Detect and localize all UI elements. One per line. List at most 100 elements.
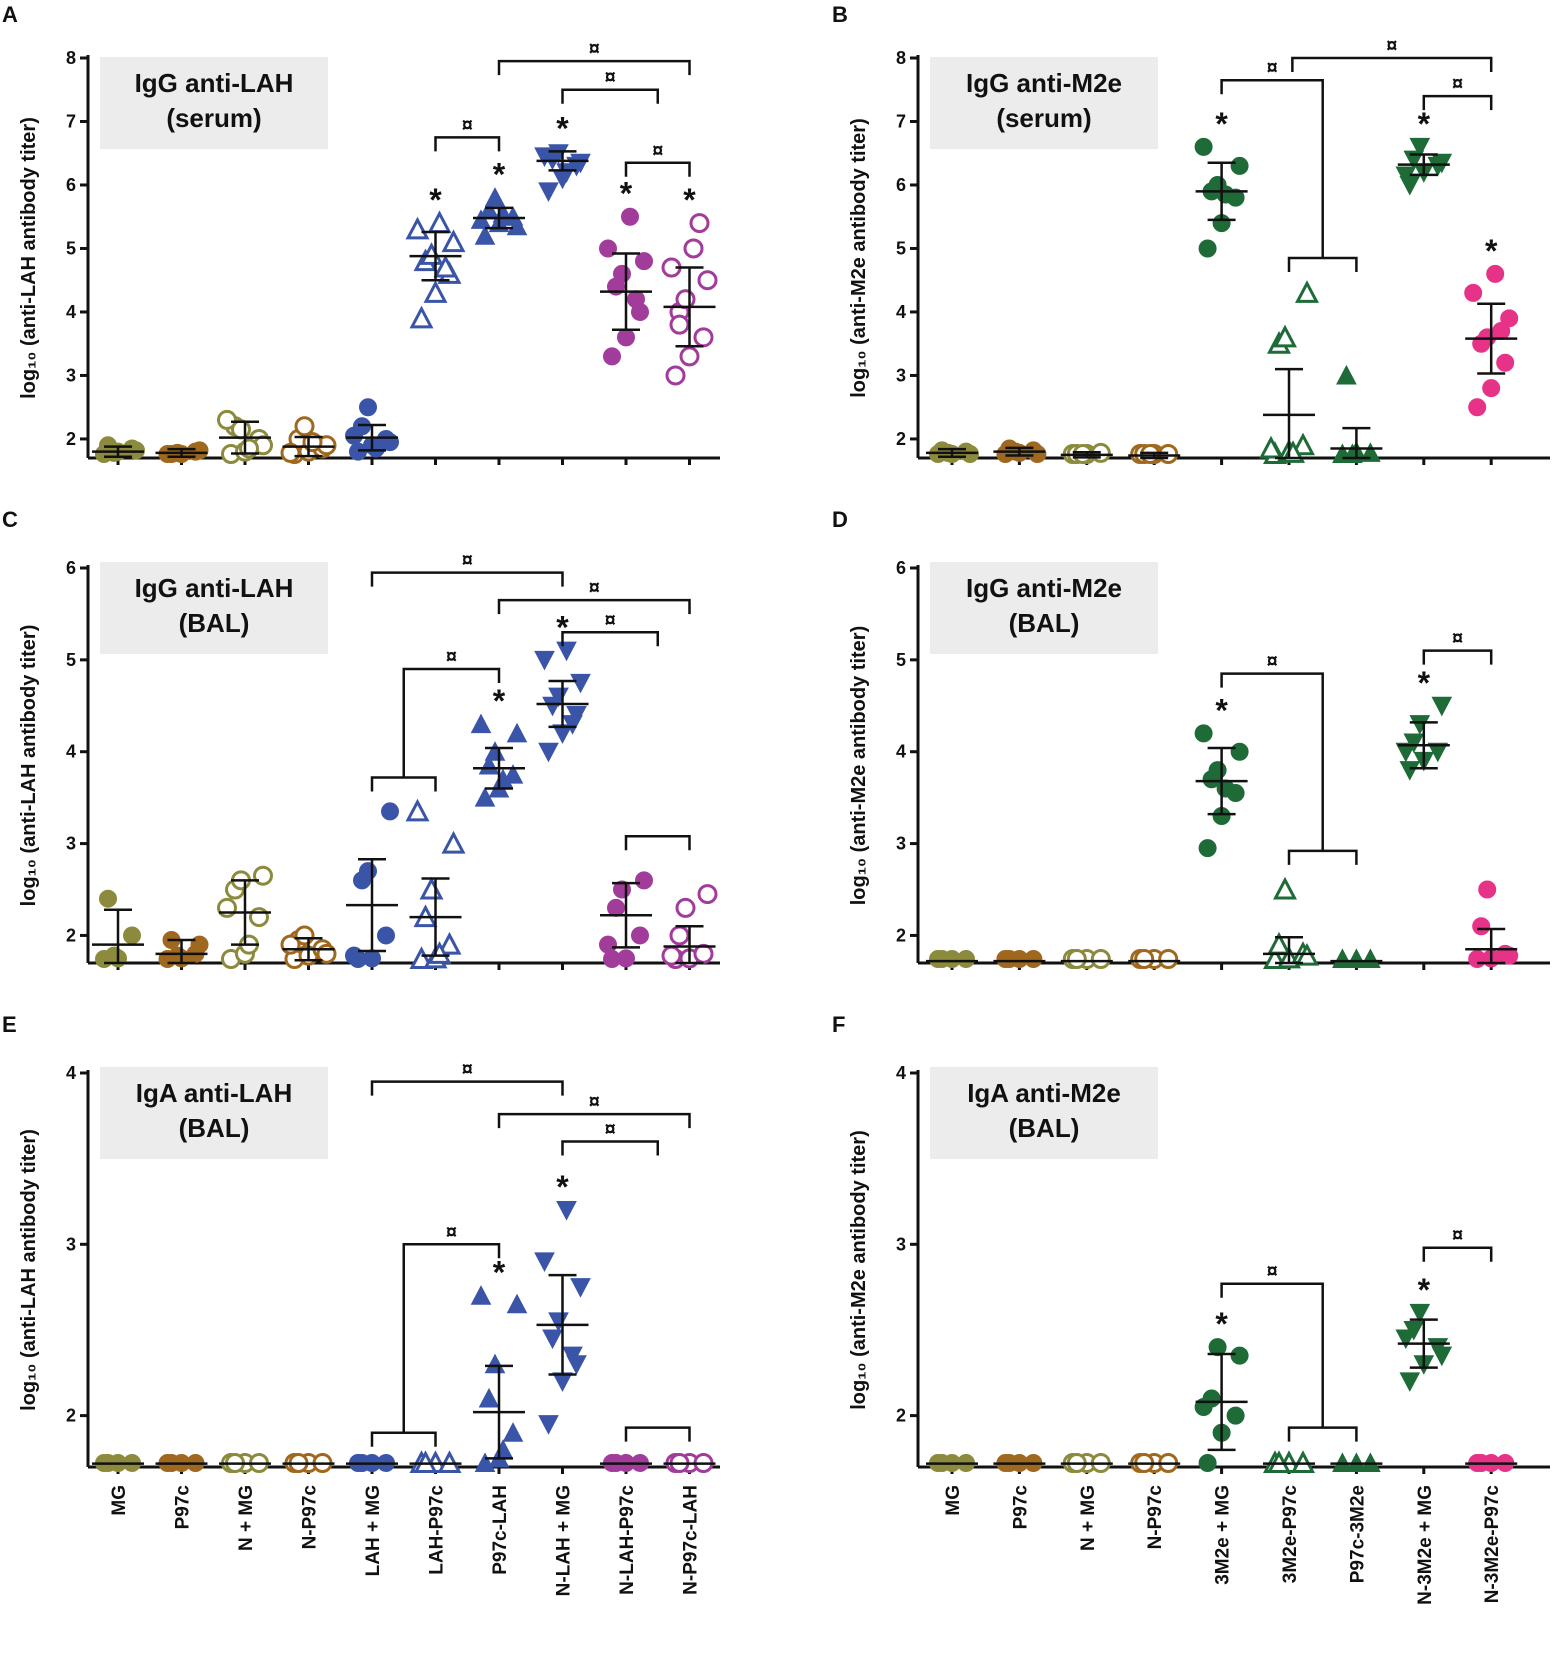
data-point <box>1486 264 1505 283</box>
significance-bracket <box>1422 94 1493 111</box>
bracket-symbol: ¤ <box>1267 57 1278 79</box>
x-category-label: N-3M2e + MG <box>1415 1485 1436 1605</box>
significance-star: * <box>429 182 442 218</box>
data-point <box>1399 1372 1421 1392</box>
x-category-label: P97c-LAH <box>490 1485 511 1575</box>
x-category-label: 3M2e-P97c <box>1280 1485 1301 1584</box>
data-point <box>1230 156 1249 175</box>
bracket-symbol: ¤ <box>589 1091 600 1113</box>
data-point <box>1230 1346 1249 1365</box>
data-point <box>562 1346 583 1367</box>
bracket-symbol: ¤ <box>446 1221 457 1243</box>
significance-star: * <box>620 176 633 212</box>
data-point <box>1336 364 1357 385</box>
x-category-label: MG <box>109 1485 130 1516</box>
data-point <box>217 897 237 918</box>
data-point <box>409 946 434 969</box>
chart-title-line: IgG anti-M2e <box>966 573 1122 603</box>
y-tick-label: 3 <box>66 1234 76 1254</box>
significance-star: * <box>1418 665 1431 701</box>
data-point <box>683 238 704 259</box>
data-point <box>570 673 591 694</box>
data-point <box>665 365 686 386</box>
data-point <box>470 713 492 734</box>
data-point <box>1472 917 1491 936</box>
data-point <box>419 876 444 900</box>
significance-bracket <box>370 1431 437 1447</box>
bracket-symbol: ¤ <box>1452 73 1463 95</box>
data-point <box>217 409 237 430</box>
significance-star: * <box>1215 106 1228 142</box>
significance-bracket <box>497 598 691 615</box>
data-point <box>570 1278 591 1298</box>
data-point <box>478 1387 500 1408</box>
data-point <box>441 229 466 253</box>
data-point <box>105 946 123 965</box>
data-point <box>1399 761 1421 781</box>
bracket-symbol: ¤ <box>462 114 473 136</box>
data-point <box>1409 1303 1431 1324</box>
data-point <box>1216 779 1235 798</box>
x-category-label: N-LAH + MG <box>554 1485 575 1596</box>
data-point <box>470 209 492 229</box>
data-point <box>697 884 718 905</box>
data-point <box>359 398 377 417</box>
y-tick-label: 5 <box>66 238 76 258</box>
data-point <box>542 1329 563 1350</box>
data-point <box>1259 435 1283 459</box>
significance-star: * <box>1215 692 1228 728</box>
bracket-symbol: ¤ <box>1452 628 1463 650</box>
data-point <box>367 439 385 458</box>
data-point <box>1198 239 1217 258</box>
panel-letter: F <box>832 1012 845 1037</box>
data-point <box>99 889 117 908</box>
data-point <box>1208 1338 1227 1357</box>
x-category-label: P97c <box>1010 1485 1031 1530</box>
data-point <box>556 641 577 662</box>
y-tick-label: 2 <box>896 429 906 449</box>
data-point <box>538 742 559 763</box>
chart-title-line: (serum) <box>166 103 261 133</box>
y-tick-label: 4 <box>66 742 76 762</box>
data-point <box>1500 946 1519 965</box>
data-point <box>693 327 714 348</box>
y-tick-label: 4 <box>66 302 76 322</box>
y-tick-label: 4 <box>66 1063 76 1083</box>
significance-bracket <box>497 1112 691 1129</box>
bracket-symbol: ¤ <box>605 67 616 89</box>
significance-bracket <box>402 1243 501 1433</box>
x-category-label: N-LAH-P97c <box>617 1485 638 1595</box>
significance-star: * <box>493 157 506 193</box>
x-category-label: MG <box>943 1485 964 1516</box>
title-box <box>930 57 1158 149</box>
x-category-label: P97c-3M2e <box>1347 1485 1368 1583</box>
panel-letter: D <box>832 507 848 532</box>
title-box <box>930 562 1158 654</box>
data-point <box>474 225 496 245</box>
y-tick-label: 8 <box>66 48 76 68</box>
data-point <box>631 926 649 945</box>
data-point <box>1198 1454 1217 1472</box>
data-point <box>253 865 273 886</box>
x-category-label: N-P97c <box>1145 1485 1166 1550</box>
data-point <box>1492 322 1511 341</box>
data-point <box>484 741 506 761</box>
data-point <box>381 802 399 821</box>
data-point <box>1208 761 1227 780</box>
title-box <box>100 1067 328 1159</box>
significance-bracket <box>370 571 564 587</box>
data-point <box>437 931 462 955</box>
y-tick-label: 2 <box>66 925 76 945</box>
significance-bracket <box>1220 1282 1324 1428</box>
data-point <box>1230 742 1249 761</box>
data-point <box>607 898 625 917</box>
y-tick-label: 5 <box>896 238 906 258</box>
data-point <box>1158 949 1179 969</box>
significance-star: * <box>556 1169 569 1205</box>
data-point <box>669 925 690 946</box>
data-point <box>1482 379 1501 398</box>
data-point <box>689 213 710 234</box>
